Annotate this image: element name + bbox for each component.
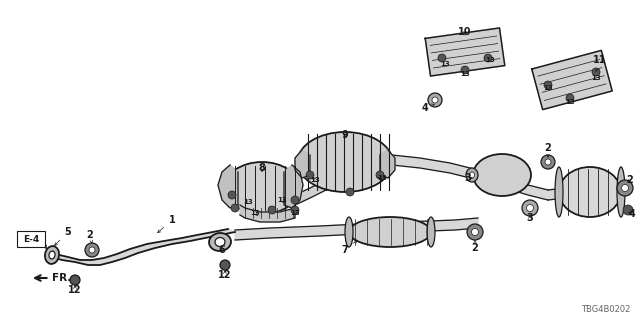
Circle shape — [522, 200, 538, 216]
Text: TBG4B0202: TBG4B0202 — [580, 306, 630, 315]
Text: 7: 7 — [342, 240, 357, 255]
Circle shape — [85, 243, 99, 257]
Circle shape — [231, 204, 239, 212]
Circle shape — [268, 206, 276, 214]
Circle shape — [472, 228, 479, 236]
Circle shape — [617, 180, 633, 196]
Circle shape — [438, 54, 446, 62]
Ellipse shape — [349, 217, 431, 247]
Polygon shape — [380, 150, 395, 178]
Text: 12: 12 — [68, 285, 82, 295]
Circle shape — [376, 171, 384, 179]
Text: 2: 2 — [627, 175, 634, 185]
Ellipse shape — [470, 172, 474, 178]
Text: 5: 5 — [54, 227, 72, 245]
Polygon shape — [48, 229, 235, 265]
Circle shape — [432, 97, 438, 103]
Circle shape — [592, 68, 600, 76]
Ellipse shape — [555, 167, 563, 217]
Text: 13: 13 — [591, 75, 601, 81]
Circle shape — [346, 188, 354, 196]
Polygon shape — [235, 218, 478, 240]
Polygon shape — [548, 182, 620, 200]
Polygon shape — [425, 28, 505, 76]
Text: 8: 8 — [259, 163, 266, 173]
Text: 6: 6 — [219, 245, 225, 255]
Circle shape — [428, 93, 442, 107]
Ellipse shape — [45, 246, 59, 264]
Ellipse shape — [466, 168, 478, 182]
Text: 2: 2 — [545, 143, 552, 157]
Text: 3: 3 — [465, 173, 472, 183]
Text: 13: 13 — [377, 175, 387, 181]
Circle shape — [545, 159, 551, 165]
Text: 13: 13 — [250, 210, 260, 216]
Ellipse shape — [559, 167, 621, 217]
Circle shape — [461, 66, 469, 74]
Text: 4: 4 — [628, 209, 636, 219]
Text: 13: 13 — [310, 177, 320, 183]
Text: 11: 11 — [593, 55, 607, 71]
Polygon shape — [295, 170, 350, 205]
Polygon shape — [392, 155, 548, 200]
Circle shape — [527, 204, 534, 212]
Text: 1: 1 — [157, 215, 175, 233]
Circle shape — [484, 54, 492, 62]
Text: 13: 13 — [243, 199, 253, 205]
Circle shape — [623, 205, 633, 215]
Text: 9: 9 — [342, 130, 348, 140]
Polygon shape — [532, 50, 612, 110]
Circle shape — [89, 247, 95, 253]
FancyBboxPatch shape — [17, 231, 45, 247]
Text: 13: 13 — [565, 99, 575, 105]
Circle shape — [621, 185, 628, 191]
Text: 13: 13 — [277, 197, 287, 203]
Circle shape — [220, 260, 230, 270]
Circle shape — [541, 155, 555, 169]
Ellipse shape — [298, 132, 392, 192]
Ellipse shape — [225, 162, 300, 214]
Text: 13: 13 — [290, 210, 300, 216]
Text: 13: 13 — [440, 61, 450, 67]
Circle shape — [306, 171, 314, 179]
Ellipse shape — [427, 217, 435, 247]
Circle shape — [566, 94, 574, 102]
Text: 2: 2 — [86, 230, 93, 243]
Polygon shape — [284, 165, 303, 208]
Circle shape — [467, 224, 483, 240]
Polygon shape — [240, 205, 295, 222]
Text: 13: 13 — [460, 71, 470, 77]
Text: 13: 13 — [543, 85, 553, 91]
Text: FR.: FR. — [35, 273, 72, 283]
Ellipse shape — [617, 167, 625, 217]
Text: 4: 4 — [422, 103, 435, 113]
Text: 10: 10 — [458, 27, 472, 37]
Circle shape — [228, 191, 236, 199]
Text: 12: 12 — [218, 270, 232, 280]
Ellipse shape — [209, 233, 231, 251]
Circle shape — [291, 206, 299, 214]
Polygon shape — [295, 150, 310, 178]
Ellipse shape — [345, 217, 353, 247]
Text: E-4: E-4 — [23, 235, 39, 244]
Polygon shape — [218, 165, 238, 208]
Text: 3: 3 — [527, 213, 533, 223]
Ellipse shape — [49, 251, 55, 259]
Text: 2: 2 — [472, 240, 478, 253]
Text: 13: 13 — [485, 57, 495, 63]
Circle shape — [70, 275, 80, 285]
Circle shape — [291, 196, 299, 204]
Ellipse shape — [473, 154, 531, 196]
Ellipse shape — [215, 237, 225, 246]
Circle shape — [544, 81, 552, 89]
